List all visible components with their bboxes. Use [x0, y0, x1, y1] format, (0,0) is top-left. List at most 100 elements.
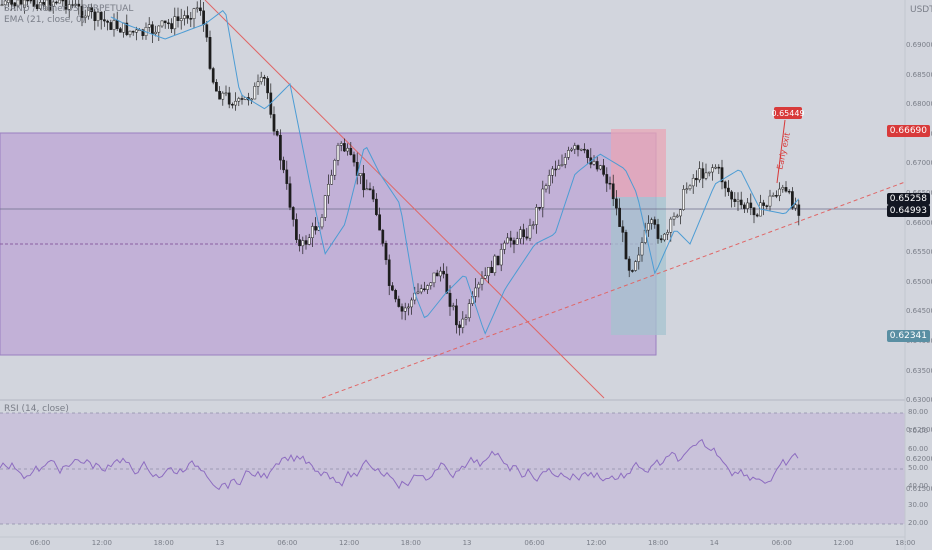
candle-body — [189, 18, 193, 20]
candle-body — [349, 147, 353, 155]
currency-label: USDT — [910, 5, 932, 15]
candle-body — [605, 174, 609, 184]
candle-body — [672, 216, 676, 220]
candle-body — [493, 255, 497, 274]
candle-body — [707, 171, 711, 174]
candle-body — [298, 239, 301, 247]
ema-line — [110, 9, 800, 335]
candle-body — [669, 218, 673, 233]
candle-body — [10, 0, 13, 5]
candle-body — [320, 217, 324, 228]
candle-body — [608, 182, 612, 185]
time-tick: 12:00 — [833, 539, 854, 547]
candle-body — [503, 242, 506, 250]
candle-body — [371, 189, 375, 200]
candle-body — [42, 2, 45, 6]
candle-body — [58, 0, 61, 4]
candle-body — [455, 305, 458, 326]
candle-body — [461, 318, 465, 328]
candle-body — [275, 130, 279, 136]
candle-body — [691, 177, 695, 187]
candle-body — [615, 198, 618, 209]
candle-body — [106, 20, 109, 23]
candle-body — [83, 15, 87, 18]
candle-body — [48, 0, 52, 12]
candle-body — [115, 20, 119, 29]
candle-body — [311, 226, 314, 238]
candle-body — [640, 242, 644, 256]
candle-body — [752, 207, 756, 216]
candle-body — [170, 23, 173, 30]
candle-body — [791, 191, 794, 209]
candle-body — [573, 145, 577, 150]
ema-legend[interactable]: EMA (21, close, 0) — [4, 15, 86, 25]
time-tick: 06:00 — [524, 539, 545, 547]
candle-body — [567, 150, 570, 158]
rsi-legend[interactable]: RSI (14, close) — [4, 404, 69, 414]
candle-body — [439, 270, 442, 277]
rsi-tick: 40.00 — [908, 482, 929, 490]
time-tick: 06:00 — [277, 539, 298, 547]
candle-body — [631, 270, 634, 272]
candle-body — [112, 20, 116, 30]
candle-body — [602, 165, 605, 175]
candle-body — [192, 8, 196, 20]
candle-body — [512, 240, 516, 245]
candle-body — [560, 164, 564, 166]
candle-body — [535, 207, 538, 225]
annotation-tag-text: 0.65449 — [771, 109, 804, 118]
target-zone — [611, 129, 666, 197]
candle-body — [295, 219, 298, 240]
candle-body — [557, 165, 561, 170]
candle-body — [531, 224, 535, 226]
candle-body — [304, 240, 308, 245]
candle-body — [32, 0, 36, 7]
candle-body — [362, 173, 365, 191]
symbol-title[interactable]: SAND / TetherUS PERPETUAL — [4, 4, 134, 14]
candle-body — [496, 255, 500, 266]
candle-body — [733, 198, 737, 202]
candle-body — [240, 98, 244, 100]
candle-body — [365, 188, 369, 191]
candle-body — [525, 236, 529, 239]
candle-body — [627, 258, 631, 271]
candle-body — [775, 195, 778, 197]
candle-body — [99, 11, 103, 20]
time-tick: 14 — [709, 539, 719, 547]
candle-body — [279, 134, 282, 161]
candle-body — [96, 11, 100, 21]
candle-body — [423, 288, 426, 290]
candle-body — [333, 160, 337, 176]
candle-body — [451, 305, 455, 308]
candle-body — [61, 0, 65, 2]
rsi-tick: 70.00 — [908, 426, 929, 435]
candle-body — [16, 0, 20, 7]
candle-body — [538, 207, 541, 209]
rsi-tick: 50.00 — [908, 463, 929, 472]
candle-body — [157, 25, 161, 33]
time-tick: 06:00 — [771, 539, 792, 547]
candle-body — [586, 149, 589, 158]
candle-body — [650, 219, 653, 224]
candle-body — [234, 100, 237, 106]
candle-body — [173, 16, 177, 30]
candle-body — [528, 225, 532, 239]
candle-body — [695, 177, 698, 181]
candle-body — [634, 261, 637, 271]
candle-body — [205, 24, 209, 38]
candle-body — [490, 267, 493, 274]
candle-body — [685, 188, 689, 191]
candle-body — [131, 30, 135, 33]
time-tick: 18:00 — [153, 539, 174, 547]
downtrend-line — [204, 0, 605, 399]
candle-body — [285, 169, 289, 184]
candle-body — [781, 187, 785, 190]
candle-body — [195, 7, 199, 10]
candle-body — [570, 148, 573, 151]
candle-body — [743, 204, 746, 209]
candle-body — [442, 270, 445, 275]
